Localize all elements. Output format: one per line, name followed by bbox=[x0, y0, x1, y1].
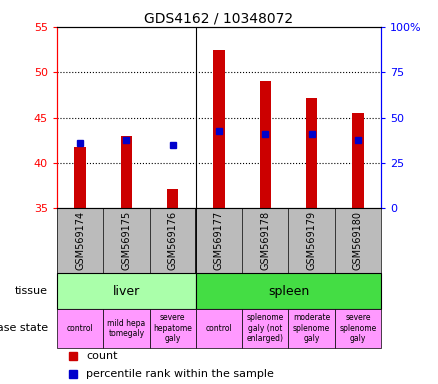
Text: moderate
splenome
galy: moderate splenome galy bbox=[293, 313, 330, 343]
Bar bbox=[352, 113, 364, 209]
Bar bbox=[306, 98, 318, 209]
Text: GSM569180: GSM569180 bbox=[353, 211, 363, 270]
Bar bbox=[167, 189, 179, 209]
Title: GDS4162 / 10348072: GDS4162 / 10348072 bbox=[145, 12, 293, 26]
Bar bbox=[259, 81, 271, 209]
Text: severe
hepatome
galy: severe hepatome galy bbox=[153, 313, 192, 343]
Text: GSM569175: GSM569175 bbox=[121, 211, 131, 270]
Bar bbox=[57, 273, 196, 309]
Text: liver: liver bbox=[113, 285, 140, 298]
Text: GSM569176: GSM569176 bbox=[168, 211, 178, 270]
Text: severe
splenome
galy: severe splenome galy bbox=[339, 313, 377, 343]
Text: count: count bbox=[86, 351, 118, 361]
Text: GSM569179: GSM569179 bbox=[307, 211, 317, 270]
Bar bbox=[196, 309, 242, 348]
Bar bbox=[120, 136, 132, 209]
Bar bbox=[335, 309, 381, 348]
Text: tissue: tissue bbox=[15, 286, 48, 296]
Text: disease state: disease state bbox=[0, 323, 48, 333]
Bar bbox=[196, 273, 381, 309]
Text: spleen: spleen bbox=[268, 285, 309, 298]
Bar bbox=[289, 309, 335, 348]
Text: GSM569177: GSM569177 bbox=[214, 211, 224, 270]
Text: control: control bbox=[205, 324, 233, 333]
Bar bbox=[213, 50, 225, 209]
Text: mild hepa
tomegaly: mild hepa tomegaly bbox=[107, 319, 145, 338]
Text: control: control bbox=[67, 324, 93, 333]
Text: GSM569178: GSM569178 bbox=[260, 211, 270, 270]
Text: GSM569174: GSM569174 bbox=[75, 211, 85, 270]
Bar bbox=[103, 309, 149, 348]
Bar bbox=[74, 147, 86, 209]
Text: percentile rank within the sample: percentile rank within the sample bbox=[86, 369, 274, 379]
Text: splenome
galy (not
enlarged): splenome galy (not enlarged) bbox=[247, 313, 284, 343]
Bar bbox=[242, 309, 289, 348]
Bar bbox=[57, 309, 103, 348]
Bar bbox=[149, 309, 196, 348]
